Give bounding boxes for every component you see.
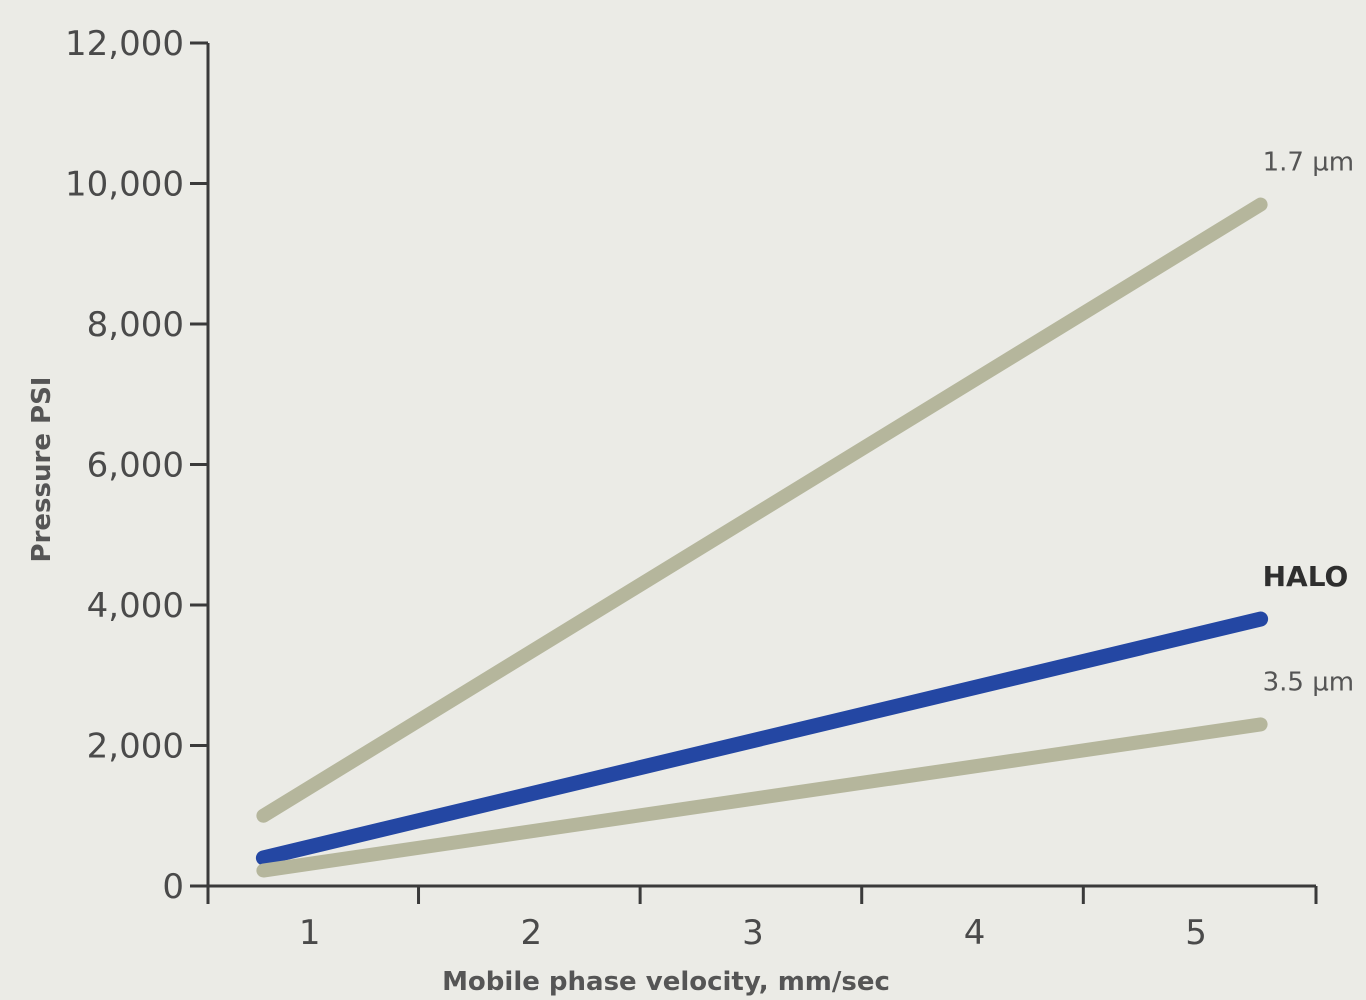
series-line-halo [255, 611, 1269, 866]
x-axis-title: Mobile phase velocity, mm/sec [442, 967, 890, 997]
x-tick-label: 3 [742, 913, 764, 953]
x-tick-label: 1 [299, 913, 321, 953]
ticks-layer: 0 2,000 4,000 6,000 8,000 10,000 12,000 1 2 3 4 5 [65, 24, 1318, 953]
axes-layer [206, 43, 1316, 888]
x-tick-label: 5 [1185, 913, 1207, 953]
series-layer: 1.7 µm HALO 3.5 µm [255, 148, 1354, 878]
y-tick-label: 6,000 [87, 446, 184, 486]
y-tick-label: 10,000 [65, 165, 184, 205]
series-line-1-7-m [256, 197, 1268, 823]
x-tick-label: 2 [520, 913, 542, 953]
y-tick-label: 8,000 [87, 305, 184, 345]
series-line-3-5-m [256, 717, 1268, 878]
series-label-1-7-m: 1.7 µm [1263, 148, 1354, 178]
y-tick-label: 12,000 [65, 24, 184, 64]
y-tick-label: 4,000 [87, 586, 184, 626]
series-label-halo: HALO [1263, 560, 1349, 593]
y-axis-title: Pressure PSI [27, 377, 57, 563]
series-label-3-5-m: 3.5 µm [1263, 667, 1354, 697]
y-tick-label: 2,000 [87, 727, 184, 767]
labels-layer: Mobile phase velocity, mm/sec Pressure P… [27, 377, 890, 997]
y-tick-label: 0 [162, 867, 184, 907]
x-tick-label: 4 [964, 913, 986, 953]
